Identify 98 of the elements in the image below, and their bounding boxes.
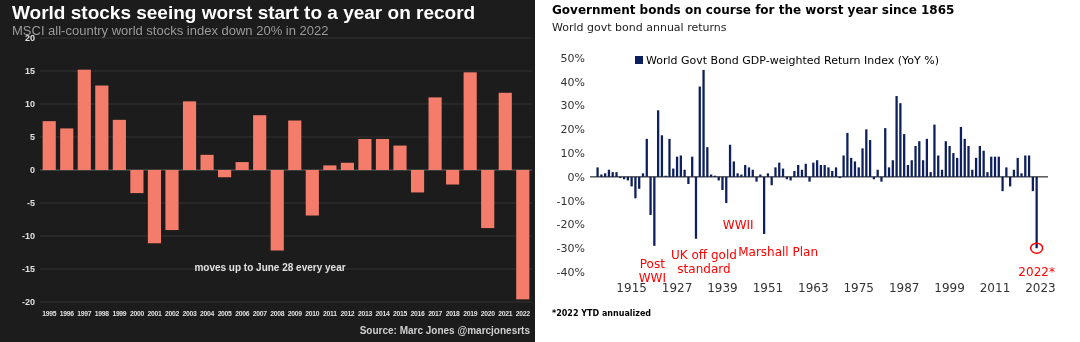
y-tick-label: 30%	[560, 99, 585, 113]
bar	[182, 101, 197, 170]
y-tick-label: -30%	[556, 242, 585, 256]
bar	[834, 167, 838, 177]
bar	[634, 176, 637, 199]
bar	[615, 172, 618, 177]
bar	[375, 138, 390, 170]
bar	[516, 170, 530, 300]
bar	[596, 167, 599, 177]
chart-title: Government bonds on course for the worst year since 1865	[552, 3, 955, 17]
y-tick-label: -10%	[556, 194, 585, 208]
bar	[774, 167, 777, 177]
x-tick-label: 1999	[934, 281, 965, 295]
bar	[165, 170, 179, 231]
bar	[305, 170, 319, 216]
annotation: UK off gold standard	[671, 247, 737, 276]
bar	[747, 167, 751, 177]
y-tick-label: 5	[29, 132, 35, 143]
bar	[1001, 176, 1004, 192]
x-tick-label: 1915	[616, 281, 647, 295]
y-tick-label: 0%	[567, 170, 585, 184]
bar	[253, 115, 267, 170]
bar	[498, 92, 512, 170]
x-tick-label: 1939	[707, 281, 738, 295]
y-tick-label: 15	[24, 66, 35, 77]
bar	[42, 121, 56, 170]
y-tick-label: -40%	[556, 265, 585, 279]
bar	[323, 165, 337, 170]
bar	[948, 145, 951, 177]
bar	[766, 173, 770, 177]
annotation: 2022*	[1018, 265, 1055, 280]
y-tick-label: 10%	[560, 146, 585, 160]
bar	[853, 161, 857, 177]
bar	[358, 138, 372, 170]
x-tick-label: 1963	[798, 281, 829, 295]
source-note: Source: Marc Jones @marcjonesrts	[359, 325, 531, 336]
bar	[679, 155, 682, 177]
x-tick-label: 1951	[752, 281, 784, 295]
bar	[732, 161, 735, 177]
bar	[463, 72, 477, 170]
bar	[1027, 155, 1031, 177]
bar	[611, 172, 614, 177]
bar	[112, 119, 126, 170]
bar	[481, 170, 495, 229]
bar	[1005, 167, 1008, 177]
bar	[95, 85, 109, 170]
bar	[604, 173, 607, 177]
bar	[895, 96, 898, 177]
bar	[702, 69, 705, 177]
x-tick-label: 1987	[888, 281, 920, 295]
bar	[914, 145, 917, 177]
bar	[880, 176, 883, 182]
x-tick-label: 1975	[843, 281, 875, 295]
bar	[846, 132, 849, 177]
bar	[270, 170, 284, 251]
x-tick-label: 2023	[1025, 281, 1056, 295]
annotation: WWII	[722, 218, 754, 233]
y-tick-label: 0	[29, 165, 35, 176]
bar	[200, 154, 214, 170]
text: *2022 YTD annualized	[552, 309, 652, 318]
bar	[641, 173, 645, 177]
bar	[687, 176, 690, 185]
y-tick-label: 40%	[560, 75, 585, 89]
bar	[789, 176, 792, 181]
y-tick-label: -20	[21, 297, 35, 308]
bar	[755, 176, 758, 182]
bar	[428, 97, 442, 170]
y-tick-label: -20%	[556, 218, 585, 232]
bar	[77, 69, 91, 170]
bar	[933, 124, 936, 177]
annotation: moves up to June 28 every year	[194, 262, 346, 273]
x-tick-label: 2011	[979, 281, 1011, 295]
y-tick-label: 50%	[560, 51, 585, 65]
bar	[340, 162, 354, 170]
bar	[218, 170, 232, 178]
bar	[147, 170, 162, 244]
bar	[410, 170, 425, 193]
x-tick-label: 1927	[661, 281, 693, 295]
bar	[235, 162, 249, 170]
bar	[393, 145, 407, 170]
bar	[827, 167, 830, 177]
y-tick-label: 20%	[560, 123, 585, 137]
chart-subtitle: World govt bond annual returns	[552, 21, 727, 34]
legend-label: World Govt Bond GDP-weighted Return Index (YoY %)	[646, 53, 940, 67]
y-tick-label: 10	[24, 99, 35, 110]
y-tick-label: -5	[26, 198, 35, 209]
bar	[1024, 155, 1027, 177]
y-tick-label: -15	[21, 264, 35, 275]
annotation: Marshall Plan	[738, 244, 819, 259]
bar	[130, 170, 144, 194]
bar	[60, 128, 74, 170]
bar	[446, 170, 460, 185]
bar	[808, 176, 811, 182]
bar	[288, 120, 302, 170]
bar	[887, 167, 891, 177]
y-tick-label: -10	[21, 231, 35, 242]
bar	[668, 138, 671, 177]
chart-title: World stocks seeing worst start to a year on record	[12, 2, 476, 23]
